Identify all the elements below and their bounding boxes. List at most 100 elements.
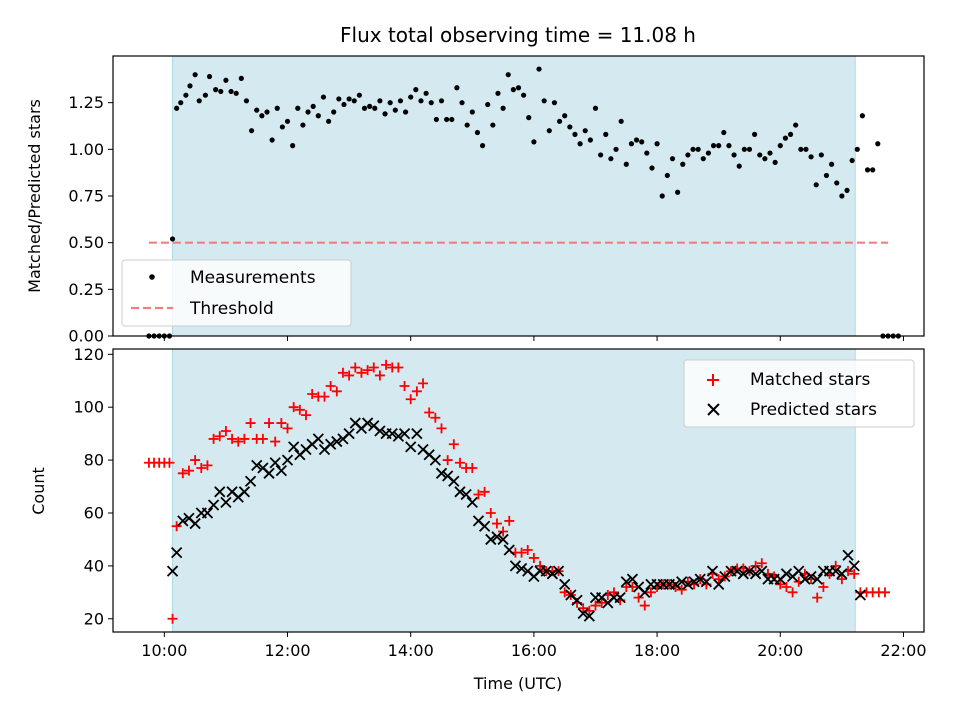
measurement-point [844,187,850,193]
predicted-star-point [799,573,811,585]
y-tick-label: 0.75 [68,187,104,206]
measurement-point [562,113,568,119]
measurement-point [551,100,558,106]
measurement-point [248,128,255,134]
matched-star-point [849,568,860,579]
measurement-point [716,143,722,149]
measurement-point [295,105,301,111]
predicted-star-point [706,565,719,577]
predicted-star-point [571,594,583,606]
matched-star-point [750,560,761,571]
measurement-point [628,141,635,147]
measurement-point [305,109,311,115]
matched-star-point [239,433,250,444]
x-tick-label: 20:00 [757,641,803,660]
measurement-point [459,100,465,106]
measurement-point [731,152,737,158]
matched-star-point [473,489,484,500]
matched-star-point [325,381,336,392]
matched-star-point [350,362,361,373]
matched-star-point [645,587,656,598]
measurement-point [567,124,573,130]
measurement-point [721,129,727,136]
measurement-point [757,152,763,158]
measurement-point [320,94,327,100]
legend-matched-label: Matched stars [750,370,870,390]
bottom-axes-frame [112,348,925,633]
legend-measurements-marker [149,274,155,280]
measurement-point [808,154,814,160]
matched-star-point [190,455,201,466]
predicted-star-point [429,454,441,466]
measurement-point [741,146,747,152]
measurement-point [196,98,202,104]
measurement-point [183,92,189,98]
predicted-star-point [577,607,589,620]
y-tick-label: 1.25 [68,93,104,112]
matched-star-point [812,592,823,603]
predicted-star-point [361,417,374,429]
legend-threshold-label: Threshold [189,299,274,319]
measurement-point [526,115,532,121]
predicted-star-point [848,560,860,572]
matched-star-point [264,418,275,429]
matched-star-point [331,386,342,397]
predicted-star-point [546,568,559,580]
predicted-star-point [811,573,823,585]
predicted-star-point [214,486,226,498]
matched-star-point [381,359,392,370]
measurement-point [531,139,537,145]
matched-star-point [633,592,644,603]
measurement-point [495,90,501,96]
predicted-star-point [731,565,743,577]
predicted-star-point [743,565,756,577]
matched-star-point [393,362,404,373]
matched-star-point [424,407,435,418]
matched-star-point [676,584,687,595]
measurement-point [325,118,332,124]
measurement-point [356,92,362,98]
predicted-star-point [331,435,343,448]
y-tick-label: 1.00 [68,140,104,159]
legend-predicted-marker [707,403,720,416]
predicted-star-point [552,565,565,577]
matched-star-point [294,404,305,415]
measurement-point [767,150,773,156]
measurement-point [259,113,265,119]
measurement-point [541,98,547,104]
measurement-point [505,72,511,78]
predicted-star-point [750,568,762,580]
measurement-point [254,107,260,113]
y-tick-label: 40 [84,556,104,575]
predicted-star-point [485,533,497,546]
measurement-point [572,131,578,137]
measurement-point [290,143,296,149]
predicted-star-point [478,520,491,532]
predicted-star-point [737,568,749,580]
matched-star-point [344,370,355,381]
matched-star-point [516,547,527,558]
measurement-point [536,66,542,72]
predicted-star-point [805,570,817,583]
measurement-point [351,98,357,104]
predicted-star-point [374,425,386,437]
matched-star-point [627,582,638,593]
measurement-point [238,75,244,81]
measurement-point [618,118,624,124]
measurement-point [864,167,871,173]
matched-star-point [257,433,268,444]
measurement-point [515,85,522,91]
top-y-axis-ticks: 0.00 0.25 0.50 0.75 1.00 1.25 [68,93,113,346]
measurement-point [382,111,388,117]
measurement-point [346,96,352,102]
predicted-star-point [515,562,528,575]
measurement-point [793,122,799,128]
measurement-point [859,113,866,119]
measurement-point [813,182,819,188]
measurement-point [726,143,732,149]
matched-star-point [485,507,496,518]
predicted-star-point [288,441,300,453]
measurement-point [695,146,701,152]
predicted-star-point [688,576,700,588]
measurement-point [521,92,527,98]
